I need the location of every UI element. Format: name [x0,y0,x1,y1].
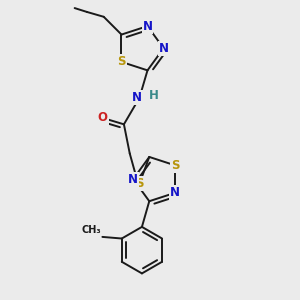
Text: N: N [142,20,152,33]
Text: S: S [117,56,126,68]
Text: H: H [148,89,158,102]
Text: S: S [171,159,179,172]
Text: CH₃: CH₃ [81,225,101,235]
Text: S: S [135,177,144,190]
Text: O: O [98,111,108,124]
Text: N: N [132,91,142,104]
Text: N: N [128,172,138,186]
Text: N: N [170,186,180,199]
Text: N: N [159,42,169,55]
